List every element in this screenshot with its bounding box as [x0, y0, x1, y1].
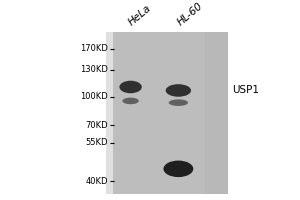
Text: 55KD: 55KD	[86, 138, 108, 147]
Text: 40KD: 40KD	[86, 177, 108, 186]
Text: USP1: USP1	[232, 85, 259, 95]
FancyBboxPatch shape	[155, 32, 205, 194]
Text: 130KD: 130KD	[80, 65, 108, 74]
Text: 100KD: 100KD	[80, 92, 108, 101]
Ellipse shape	[166, 84, 191, 97]
Ellipse shape	[122, 98, 139, 104]
FancyBboxPatch shape	[113, 32, 228, 194]
Ellipse shape	[119, 81, 142, 93]
Text: 170KD: 170KD	[80, 44, 108, 53]
Ellipse shape	[169, 99, 188, 106]
Ellipse shape	[164, 161, 193, 177]
FancyBboxPatch shape	[106, 32, 155, 194]
Text: HL-60: HL-60	[176, 1, 205, 28]
Text: 70KD: 70KD	[85, 121, 108, 130]
Text: HeLa: HeLa	[126, 3, 153, 28]
